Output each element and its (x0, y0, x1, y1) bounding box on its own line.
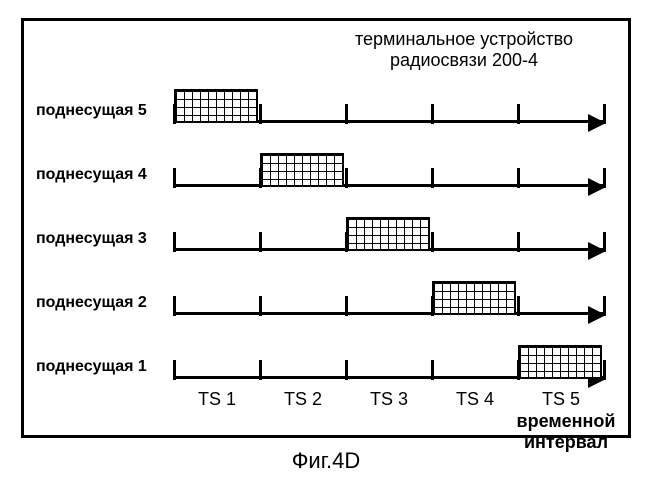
axis-tick (173, 168, 176, 188)
axis-tick (259, 232, 262, 252)
axis-tick (345, 296, 348, 316)
arrow-right-icon (588, 178, 606, 196)
allocation-block (518, 345, 602, 379)
subcarrier-row: поднесущая 2 (24, 273, 628, 333)
axis-tick (431, 360, 434, 380)
subcarrier-row: поднесущая 4 (24, 145, 628, 205)
subcarrier-row: поднесущая 5 (24, 81, 628, 141)
arrow-right-icon (588, 242, 606, 260)
title-line-2: радиосвязи 200-4 (314, 50, 614, 71)
axis-tick (173, 232, 176, 252)
title-line-1: терминальное устройство (314, 29, 614, 50)
axis-tick (173, 360, 176, 380)
axis-tick (173, 296, 176, 316)
axis-tick (345, 360, 348, 380)
subcarrier-label: поднесущая 4 (36, 166, 147, 184)
arrow-right-icon (588, 306, 606, 324)
subcarrier-row: поднесущая 1 (24, 337, 628, 397)
x-axis-title: временной интервал (506, 411, 626, 453)
subcarrier-label: поднесущая 3 (36, 230, 147, 248)
x-axis-title-line-1: временной (506, 411, 626, 432)
diagram-panel: терминальное устройство радиосвязи 200-4… (21, 18, 631, 438)
axis-tick (259, 296, 262, 316)
arrow-right-icon (588, 114, 606, 132)
axis-tick (259, 360, 262, 380)
allocation-block (346, 217, 430, 251)
axis-tick (517, 232, 520, 252)
figure-wrap: терминальное устройство радиосвязи 200-4… (0, 0, 652, 500)
axis-tick (431, 104, 434, 124)
axis-tick (345, 168, 348, 188)
subcarrier-label: поднесущая 1 (36, 358, 147, 376)
diagram-title: терминальное устройство радиосвязи 200-4 (314, 29, 614, 71)
axis-tick (259, 104, 262, 124)
axis-tick (431, 232, 434, 252)
axis-tick (517, 296, 520, 316)
subcarrier-label: поднесущая 5 (36, 102, 147, 120)
allocation-block (432, 281, 516, 315)
axis-line (174, 184, 604, 187)
allocation-block (260, 153, 344, 187)
allocation-block (174, 89, 258, 123)
axis-line (174, 312, 604, 315)
axis-tick (517, 168, 520, 188)
x-axis-title-line-2: интервал (506, 432, 626, 453)
subcarrier-label: поднесущая 2 (36, 294, 147, 312)
axis-tick (431, 168, 434, 188)
subcarrier-row: поднесущая 3 (24, 209, 628, 269)
axis-tick (345, 104, 348, 124)
axis-tick (517, 104, 520, 124)
